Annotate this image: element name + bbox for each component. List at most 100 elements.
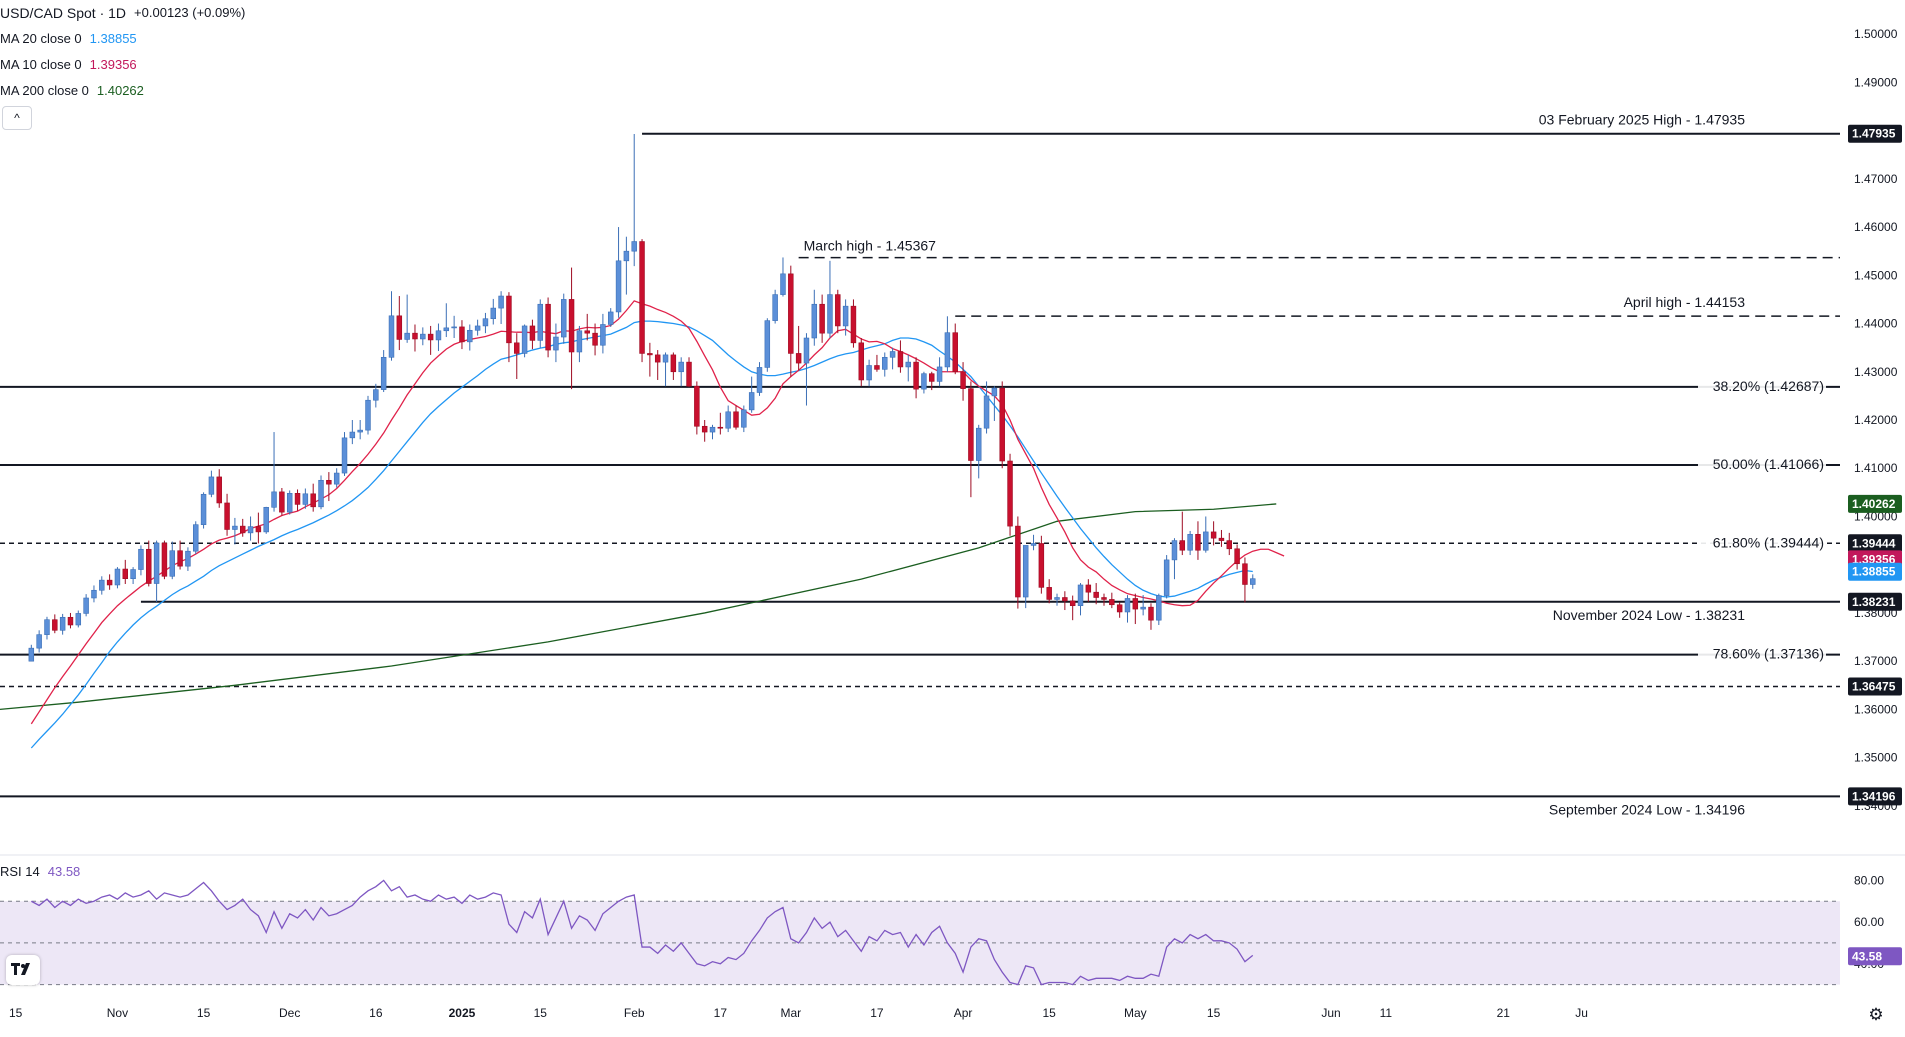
candle-body (1132, 598, 1139, 610)
legend-ma20-row[interactable]: MA 20 close 0 1.38855 (0, 26, 245, 52)
rsi-label[interactable]: RSI 14 (0, 864, 40, 879)
candle-body (490, 307, 497, 320)
level-label: 38.20% (1.42687) (1713, 378, 1824, 394)
candle-body (373, 389, 379, 401)
candle-body (733, 411, 739, 428)
candle-body (99, 579, 105, 591)
candle-body (161, 542, 168, 577)
candle-body (568, 299, 575, 353)
x-tick-label: Apr (954, 1006, 973, 1020)
legend-ma200-row[interactable]: MA 200 close 0 1.40262 (0, 78, 245, 104)
gear-icon[interactable]: ⚙ (1868, 1005, 1884, 1024)
candle-body (1156, 595, 1162, 621)
candle-body (318, 479, 324, 508)
price-tick-label: 1.49000 (1854, 75, 1898, 89)
candle-body (1062, 597, 1068, 602)
x-tick-label: 17 (714, 1006, 728, 1020)
x-tick-label: 15 (534, 1006, 548, 1020)
candle-body (1093, 591, 1099, 598)
candle-body (185, 550, 191, 567)
candle-body (349, 431, 356, 439)
chart-legend: USD/CAD Spot · 1D +0.00123 (+0.09%) MA 2… (0, 0, 245, 104)
candle-body (545, 303, 551, 351)
price-tick-label: 1.46000 (1854, 220, 1898, 234)
candle-body (333, 472, 340, 485)
price-tick-label: 1.42000 (1854, 413, 1898, 427)
level-label: 61.80% (1.39444) (1713, 534, 1824, 550)
x-tick-label: 2025 (449, 1006, 476, 1020)
candle-body (138, 548, 144, 570)
candle-body (1171, 540, 1178, 561)
candle-body (944, 332, 951, 368)
level-badge: 1.39444 (1852, 536, 1896, 550)
candle-body (1163, 559, 1170, 596)
level-badge: 1.36475 (1852, 680, 1896, 694)
candle-body (858, 342, 865, 381)
candle-body (420, 333, 426, 340)
candle-body (1250, 578, 1256, 585)
level-label-bg (1698, 376, 1826, 395)
price-badge-bg (1848, 494, 1902, 513)
candle-body (474, 325, 481, 331)
candle-body (795, 353, 802, 364)
x-tick-label: 15 (1207, 1006, 1221, 1020)
candle-body (819, 303, 825, 334)
candle-body (960, 371, 966, 389)
tradingview-logo-icon[interactable] (6, 955, 40, 985)
candle-body (780, 273, 786, 295)
candle-body (936, 366, 943, 382)
candle-body (1179, 540, 1186, 551)
candle-body (882, 356, 888, 370)
candle-body (106, 579, 113, 586)
candle-body (263, 507, 269, 533)
candle-body (451, 326, 457, 329)
tv-logo-glyph (11, 963, 30, 975)
level-badge-bg (1848, 787, 1902, 806)
candle-body (193, 524, 199, 552)
x-tick-label: Ju (1575, 1006, 1588, 1020)
level-label: April high - 1.44153 (1624, 294, 1746, 310)
candle-body (122, 568, 129, 579)
candle-body (709, 426, 716, 433)
level-label-bg (1698, 533, 1826, 552)
price-tick-label: 1.50000 (1854, 27, 1898, 41)
candle-body (529, 325, 536, 341)
candle-body (1077, 584, 1084, 607)
collapse-legend-button[interactable]: ^ (2, 106, 32, 130)
level-badge-bg (1848, 534, 1902, 553)
candle-body (670, 354, 677, 373)
candle-body (1116, 604, 1123, 613)
candle-body (200, 493, 207, 525)
candle-body (114, 568, 121, 586)
candle-body (247, 526, 254, 534)
candle-body (380, 356, 387, 390)
level-label-bg (1698, 644, 1826, 663)
price-tick-label: 1.41000 (1854, 461, 1898, 475)
candle-body (1195, 534, 1201, 551)
candle-body (772, 294, 778, 321)
candle-body (1069, 600, 1076, 607)
price-badge: 1.38855 (1852, 565, 1896, 579)
candle-body (741, 409, 747, 428)
candle-body (725, 411, 731, 429)
price-tick-label: 1.44000 (1854, 317, 1898, 331)
chevron-up-icon: ^ (14, 111, 20, 125)
x-tick-label: Feb (624, 1006, 645, 1020)
candle-body (686, 361, 692, 387)
legend-ma10-row[interactable]: MA 10 close 0 1.39356 (0, 52, 245, 78)
level-label: 78.60% (1.37136) (1713, 646, 1824, 662)
x-tick-label: 17 (870, 1006, 884, 1020)
level-badge-bg (1848, 592, 1902, 611)
symbol-title[interactable]: USD/CAD Spot · 1D (0, 5, 127, 21)
price-badge-bg (1848, 562, 1902, 581)
x-tick-label: Jun (1321, 1006, 1340, 1020)
ma20-line (30, 320, 1253, 749)
candle-body (678, 361, 684, 373)
candle-body (427, 333, 434, 341)
candle-body (607, 311, 614, 325)
candle-body (764, 320, 771, 368)
candle-body (435, 330, 442, 341)
candle-body (584, 330, 590, 334)
